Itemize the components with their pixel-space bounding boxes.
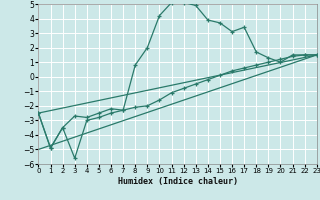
X-axis label: Humidex (Indice chaleur): Humidex (Indice chaleur) xyxy=(118,177,238,186)
